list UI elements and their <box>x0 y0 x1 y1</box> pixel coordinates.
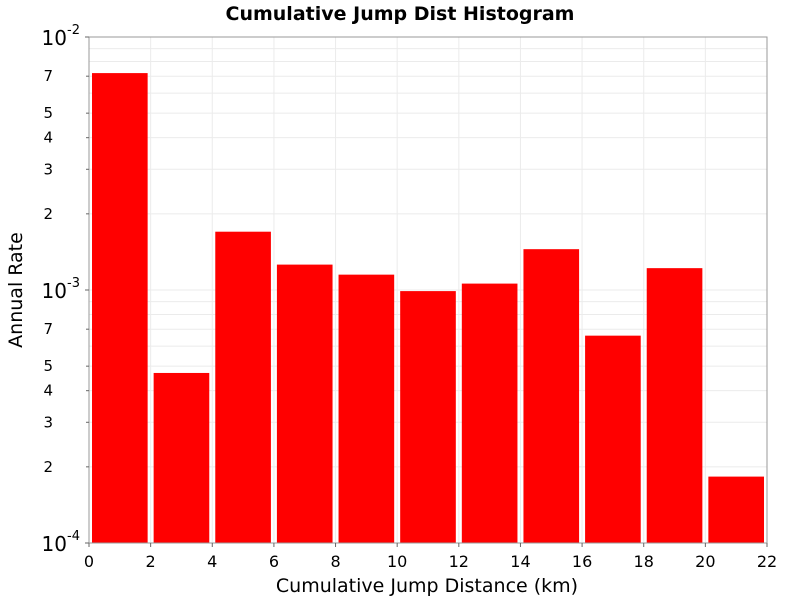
y-major-tick-base: 10 <box>42 532 67 556</box>
y-minor-tick-label: 3 <box>43 413 53 431</box>
histogram-bar <box>400 291 456 543</box>
chart-title: Cumulative Jump Dist Histogram <box>226 3 575 25</box>
x-tick-label: 2 <box>146 552 156 571</box>
x-axis-label: Cumulative Jump Distance (km) <box>276 575 578 597</box>
y-minor-tick-label: 5 <box>43 357 53 375</box>
y-minor-tick-label: 2 <box>43 205 53 223</box>
y-minor-tick-label: 3 <box>43 160 53 178</box>
bars <box>92 73 764 544</box>
histogram-bar <box>708 476 764 543</box>
histogram-bar <box>461 283 518 543</box>
histogram-bar <box>646 268 703 543</box>
histogram-bar <box>153 372 210 543</box>
x-tick-label: 8 <box>330 552 340 571</box>
y-major-tick-exponent: -3 <box>67 276 80 291</box>
histogram-bar <box>523 249 580 543</box>
x-tick-label: 0 <box>84 552 94 571</box>
y-major-tick-exponent: -2 <box>67 23 80 38</box>
x-tick-label: 6 <box>269 552 279 571</box>
histogram-bar <box>276 264 333 543</box>
histogram-bar <box>338 274 395 543</box>
y-major-tick-exponent: -4 <box>67 529 80 544</box>
x-tick-label: 12 <box>449 552 469 571</box>
y-axis-label: Annual Rate <box>5 232 27 348</box>
x-tick-label: 4 <box>207 552 217 571</box>
x-tick-label: 10 <box>387 552 407 571</box>
histogram-bar <box>92 73 148 543</box>
y-minor-tick-label: 4 <box>43 382 53 400</box>
histogram-bar <box>585 335 641 543</box>
y-minor-tick-label: 7 <box>43 67 53 85</box>
y-major-tick-base: 10 <box>42 279 67 303</box>
y-major-tick-base: 10 <box>42 26 67 50</box>
x-tick-label: 22 <box>757 552 777 571</box>
y-minor-tick-label: 5 <box>43 104 53 122</box>
x-tick-label: 20 <box>695 552 715 571</box>
x-tick-label: 14 <box>510 552 530 571</box>
y-minor-tick-label: 2 <box>43 458 53 476</box>
x-tick-label: 16 <box>572 552 592 571</box>
x-tick-label: 18 <box>634 552 654 571</box>
y-minor-tick-label: 4 <box>43 129 53 147</box>
histogram-bar <box>215 231 271 544</box>
y-minor-tick-label: 7 <box>43 320 53 338</box>
x-axis-ticks: 0 2 4 6 8 10 12 14 16 18 20 22 <box>84 543 777 571</box>
